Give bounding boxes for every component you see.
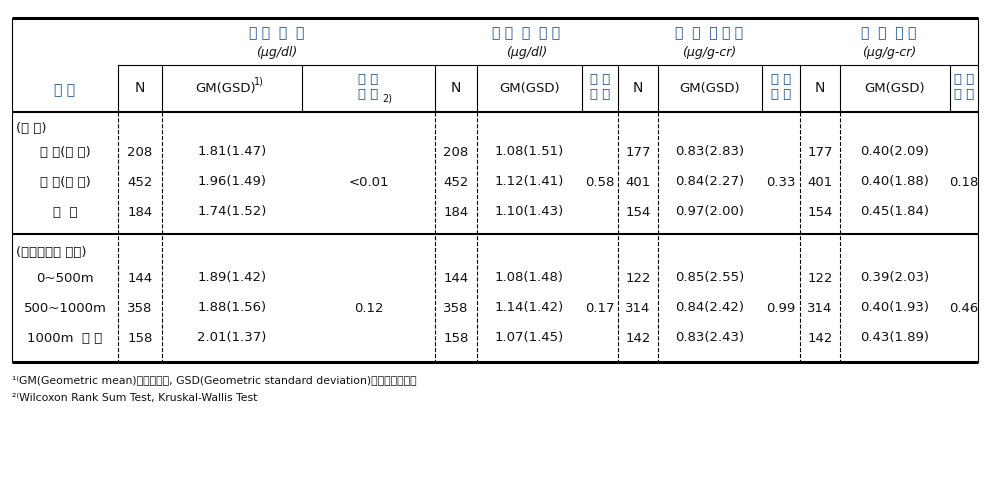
Text: 177: 177 (807, 146, 833, 158)
Text: 401: 401 (626, 175, 650, 189)
Text: GM(GSD): GM(GSD) (680, 82, 741, 95)
Text: 142: 142 (807, 332, 833, 344)
Text: <0.01: <0.01 (348, 175, 389, 189)
Text: 0~500m: 0~500m (37, 271, 94, 285)
Text: ²⁽Wilcoxon Rank Sum Test, Kruskal-Wallis Test: ²⁽Wilcoxon Rank Sum Test, Kruskal-Wallis… (12, 393, 257, 403)
Text: (μg/g-cr): (μg/g-cr) (682, 47, 737, 59)
Text: (μg/dl): (μg/dl) (506, 47, 547, 59)
Text: GM(GSD): GM(GSD) (196, 82, 256, 95)
Text: 208: 208 (128, 146, 152, 158)
Text: 208: 208 (444, 146, 468, 158)
Text: (산단주거지 거리): (산단주거지 거리) (16, 245, 86, 259)
Text: 358: 358 (444, 301, 468, 315)
Text: 184: 184 (444, 205, 468, 219)
Text: N: N (135, 81, 146, 96)
Text: GM(GSD): GM(GSD) (864, 82, 926, 95)
Text: N: N (450, 81, 461, 96)
Text: 수 준: 수 준 (358, 89, 378, 101)
Text: 유 의: 유 의 (358, 74, 378, 87)
Text: 1000m  이 상: 1000m 이 상 (28, 332, 103, 344)
Text: 158: 158 (128, 332, 152, 344)
Text: 158: 158 (444, 332, 468, 344)
Text: 154: 154 (626, 205, 650, 219)
Text: 0.12: 0.12 (353, 301, 383, 315)
Text: 혈 액  중  망 간: 혈 액 중 망 간 (492, 26, 560, 40)
Text: 0.84(2.42): 0.84(2.42) (675, 301, 744, 315)
Text: 수 준: 수 준 (954, 89, 974, 101)
Text: 수 준: 수 준 (590, 89, 610, 101)
Text: 유 의: 유 의 (771, 74, 791, 87)
Text: 0.33: 0.33 (766, 175, 796, 189)
Text: 0.58: 0.58 (585, 175, 615, 189)
Text: 1.88(1.56): 1.88(1.56) (197, 301, 266, 315)
Text: 452: 452 (444, 175, 468, 189)
Text: 314: 314 (626, 301, 650, 315)
Text: 0.99: 0.99 (766, 301, 796, 315)
Text: 수 준: 수 준 (771, 89, 791, 101)
Text: 452: 452 (128, 175, 152, 189)
Text: 유 의: 유 의 (954, 74, 974, 87)
Text: 144: 144 (444, 271, 468, 285)
Text: 1): 1) (254, 76, 264, 87)
Text: N: N (633, 81, 644, 96)
Text: 358: 358 (128, 301, 152, 315)
Text: 0.83(2.43): 0.83(2.43) (675, 332, 744, 344)
Text: 401: 401 (808, 175, 833, 189)
Text: 혈 액  중  납: 혈 액 중 납 (248, 26, 304, 40)
Text: 144: 144 (128, 271, 152, 285)
Text: 0.45(1.84): 0.45(1.84) (860, 205, 930, 219)
Text: 0.39(2.03): 0.39(2.03) (860, 271, 930, 285)
Text: 2): 2) (382, 94, 392, 104)
Text: 1.10(1.43): 1.10(1.43) (495, 205, 564, 219)
Text: 요  중  카 드 뮴: 요 중 카 드 뮴 (675, 26, 743, 40)
Text: (μg/g-cr): (μg/g-cr) (862, 47, 916, 59)
Text: 1.08(1.51): 1.08(1.51) (495, 146, 564, 158)
Text: 유 의: 유 의 (590, 74, 610, 87)
Text: 0.40(2.09): 0.40(2.09) (860, 146, 930, 158)
Text: 노 출(시 흥): 노 출(시 흥) (40, 146, 90, 158)
Text: 0.85(2.55): 0.85(2.55) (675, 271, 744, 285)
Text: (지 역): (지 역) (16, 122, 47, 134)
Text: 0.17: 0.17 (585, 301, 615, 315)
Text: 1.81(1.47): 1.81(1.47) (197, 146, 266, 158)
Text: 0.40(1.93): 0.40(1.93) (860, 301, 930, 315)
Text: 대  조: 대 조 (52, 205, 77, 219)
Text: 1.74(1.52): 1.74(1.52) (197, 205, 266, 219)
Text: 314: 314 (807, 301, 833, 315)
Text: 0.40(1.88): 0.40(1.88) (860, 175, 930, 189)
Text: 1.14(1.42): 1.14(1.42) (495, 301, 564, 315)
Text: 154: 154 (807, 205, 833, 219)
Text: 0.46: 0.46 (949, 301, 979, 315)
Text: 0.84(2.27): 0.84(2.27) (675, 175, 744, 189)
Text: 노 출(안 산): 노 출(안 산) (40, 175, 90, 189)
Text: GM(GSD): GM(GSD) (499, 82, 559, 95)
Text: 1.89(1.42): 1.89(1.42) (197, 271, 266, 285)
Text: 142: 142 (626, 332, 650, 344)
Text: 0.18: 0.18 (949, 175, 979, 189)
Text: 0.97(2.00): 0.97(2.00) (675, 205, 744, 219)
Text: ¹⁽GM(Geometric mean)：기하평균, GSD(Geometric standard deviation)：기하표준편차: ¹⁽GM(Geometric mean)：기하평균, GSD(Geometric… (12, 375, 417, 385)
Text: 177: 177 (626, 146, 650, 158)
Text: 구 분: 구 분 (54, 83, 75, 98)
Text: N: N (815, 81, 826, 96)
Text: 요  중  수 은: 요 중 수 은 (861, 26, 917, 40)
Text: 1.96(1.49): 1.96(1.49) (197, 175, 266, 189)
Text: 184: 184 (128, 205, 152, 219)
Text: 1.12(1.41): 1.12(1.41) (495, 175, 564, 189)
Text: 122: 122 (807, 271, 833, 285)
Text: 1.08(1.48): 1.08(1.48) (495, 271, 564, 285)
Text: 122: 122 (626, 271, 650, 285)
Text: 0.83(2.83): 0.83(2.83) (675, 146, 744, 158)
Text: 1.07(1.45): 1.07(1.45) (495, 332, 564, 344)
Text: (μg/dl): (μg/dl) (255, 47, 297, 59)
Text: 2.01(1.37): 2.01(1.37) (197, 332, 266, 344)
Text: 0.43(1.89): 0.43(1.89) (860, 332, 930, 344)
Text: 500~1000m: 500~1000m (24, 301, 107, 315)
